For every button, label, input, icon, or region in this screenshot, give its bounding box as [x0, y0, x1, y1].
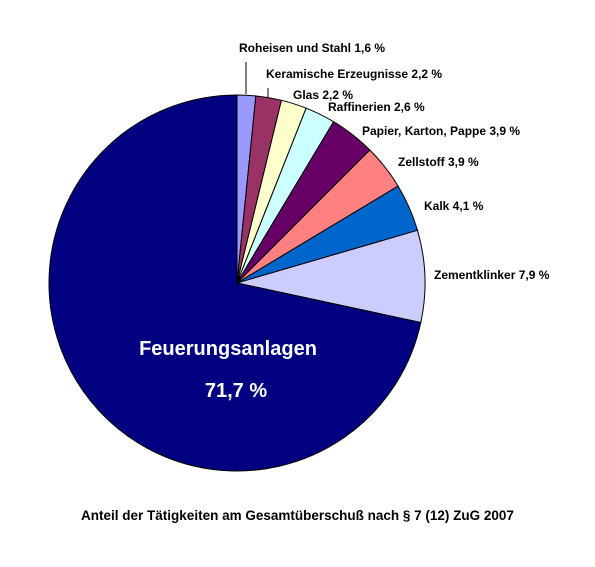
pie-slices	[48, 94, 426, 472]
slice-label-feuerungsanlagen: Feuerungsanlagen	[139, 338, 317, 360]
slice-label-kalk: Kalk 4,1 %	[424, 199, 484, 213]
slice-label-glas: Glas 2,2 %	[293, 88, 353, 102]
slice-label-roheisen: Roheisen und Stahl 1,6 %	[239, 41, 385, 55]
leader-lines	[245, 62, 269, 97]
pie-slice-8	[48, 94, 422, 472]
slice-label-zellstoff: Zellstoff 3,9 %	[398, 155, 479, 169]
slice-label-zementklinker: Zementklinker 7,9 %	[434, 268, 550, 282]
pie-slice-7	[236, 229, 426, 324]
slice-label-papier: Papier, Karton, Pappe 3,9 %	[362, 124, 520, 138]
slice-label-raffinerien: Raffinerien 2,6 %	[328, 100, 425, 114]
chart-caption: Anteil der Tätigkeiten am Gesamtüberschu…	[81, 508, 514, 523]
slice-label-keramik: Keramische Erzeugnisse 2,2 %	[266, 67, 442, 81]
slice-value-feuerungsanlagen: 71,7 %	[205, 380, 267, 402]
